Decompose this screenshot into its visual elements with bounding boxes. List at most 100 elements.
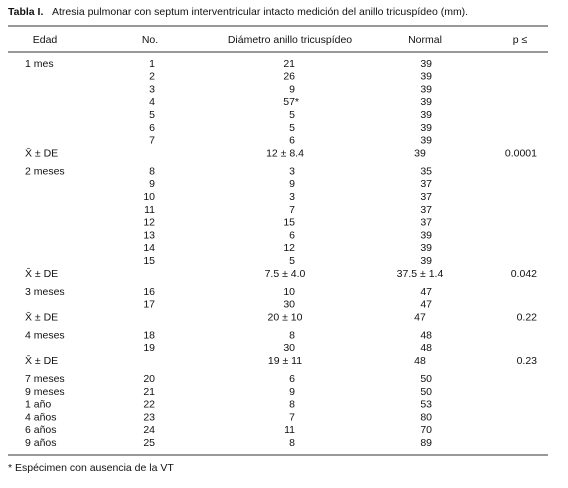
diameter-cell: 6 xyxy=(289,229,295,241)
normal-summary: 48 xyxy=(414,355,426,367)
diameter-cell: 9 xyxy=(289,386,295,398)
age-cell: 7 meses xyxy=(25,373,65,385)
number-cell: 21 xyxy=(143,386,155,398)
diameter-cell: 57* xyxy=(283,96,299,108)
normal-cell: 39 xyxy=(420,122,432,134)
number-cell: 4 xyxy=(149,96,155,108)
p-value: 0.22 xyxy=(517,311,538,323)
diameter-summary: 7.5 ± 4.0 xyxy=(265,268,306,280)
normal-cell: 39 xyxy=(420,83,432,95)
normal-cell: 89 xyxy=(420,437,432,449)
number-cell: 12 xyxy=(143,217,155,229)
diameter-summary: 12 ± 8.4 xyxy=(266,147,304,159)
age-cell: 3 meses xyxy=(25,286,65,298)
number-cell: 9 xyxy=(149,178,155,190)
number-cell: 22 xyxy=(143,399,155,411)
diameter-cell: 30 xyxy=(283,299,295,311)
age-cell: 9 años xyxy=(25,437,57,449)
normal-cell: 39 xyxy=(420,255,432,267)
normal-cell: 80 xyxy=(420,411,432,423)
diameter-cell: 9 xyxy=(289,178,295,190)
normal-cell: 37 xyxy=(420,217,432,229)
p-value: 0.0001 xyxy=(505,147,537,159)
normal-cell: 47 xyxy=(420,299,432,311)
number-cell: 25 xyxy=(143,437,155,449)
normal-cell: 39 xyxy=(420,242,432,254)
p-value: 0.23 xyxy=(517,355,538,367)
diameter-cell: 6 xyxy=(289,373,295,385)
diameter-cell: 21 xyxy=(283,58,295,70)
diameter-cell: 7 xyxy=(289,411,295,423)
normal-summary: 37.5 ± 1.4 xyxy=(397,268,444,280)
number-cell: 10 xyxy=(143,191,155,203)
diameter-cell: 8 xyxy=(289,399,295,411)
age-cell: 1 año xyxy=(25,399,51,411)
number-cell: 16 xyxy=(143,286,155,298)
column-header: Edad xyxy=(33,34,58,46)
age-cell: 4 meses xyxy=(25,329,65,341)
normal-cell: 37 xyxy=(420,204,432,216)
number-cell: 18 xyxy=(143,329,155,341)
diameter-summary: 19 ± 11 xyxy=(268,355,302,367)
normal-cell: 39 xyxy=(420,135,432,147)
diameter-cell: 8 xyxy=(289,437,295,449)
diameter-cell: 5 xyxy=(289,109,295,121)
diameter-cell: 26 xyxy=(283,71,295,83)
normal-summary: 39 xyxy=(414,147,426,159)
age-cell: 6 años xyxy=(25,424,57,436)
number-cell: 24 xyxy=(143,424,155,436)
diameter-cell: 3 xyxy=(289,191,295,203)
table-label: Tabla I. xyxy=(8,6,43,18)
age-cell: 1 mes xyxy=(25,58,54,70)
column-header: Diámetro anillo tricuspídeo xyxy=(228,34,352,46)
number-cell: 5 xyxy=(149,109,155,121)
summary-label: X̄ ± DE xyxy=(25,311,58,324)
number-cell: 13 xyxy=(143,229,155,241)
number-cell: 19 xyxy=(143,342,155,354)
normal-cell: 48 xyxy=(420,342,432,354)
diameter-summary: 20 ± 10 xyxy=(268,311,303,323)
column-header: Normal xyxy=(408,34,442,46)
diameter-cell: 3 xyxy=(289,165,295,177)
diameter-cell: 11 xyxy=(284,424,295,436)
normal-cell: 39 xyxy=(420,71,432,83)
number-cell: 11 xyxy=(144,204,155,216)
normal-cell: 39 xyxy=(420,109,432,121)
table-title: Atresia pulmonar con septum interventric… xyxy=(52,6,468,18)
diameter-cell: 6 xyxy=(289,135,295,147)
age-cell: 4 años xyxy=(25,411,57,423)
p-value: 0.042 xyxy=(511,268,537,280)
diameter-cell: 8 xyxy=(289,329,295,341)
number-cell: 3 xyxy=(149,83,155,95)
number-cell: 7 xyxy=(149,135,155,147)
diameter-cell: 5 xyxy=(289,255,295,267)
number-cell: 8 xyxy=(149,165,155,177)
normal-cell: 35 xyxy=(420,165,432,177)
age-cell: 2 meses xyxy=(25,165,65,177)
normal-cell: 70 xyxy=(420,424,432,436)
summary-label: X̄ ± DE xyxy=(25,354,58,367)
diameter-cell: 12 xyxy=(283,242,295,254)
summary-label: X̄ ± DE xyxy=(25,267,58,280)
number-cell: 2 xyxy=(149,71,155,83)
normal-cell: 39 xyxy=(420,58,432,70)
normal-cell: 37 xyxy=(420,191,432,203)
normal-cell: 37 xyxy=(420,178,432,190)
diameter-cell: 10 xyxy=(283,286,295,298)
diameter-cell: 9 xyxy=(289,83,295,95)
diameter-cell: 5 xyxy=(289,122,295,134)
normal-cell: 50 xyxy=(420,386,432,398)
normal-cell: 39 xyxy=(420,96,432,108)
number-cell: 6 xyxy=(149,122,155,134)
diameter-cell: 7 xyxy=(289,204,295,216)
column-header: No. xyxy=(142,34,158,46)
diameter-cell: 15 xyxy=(283,217,295,229)
diameter-cell: 30 xyxy=(283,342,295,354)
number-cell: 17 xyxy=(143,299,155,311)
number-cell: 15 xyxy=(143,255,155,267)
summary-label: X̄ ± DE xyxy=(25,147,58,160)
age-cell: 9 meses xyxy=(25,386,65,398)
normal-cell: 53 xyxy=(420,399,432,411)
number-cell: 23 xyxy=(143,411,155,423)
